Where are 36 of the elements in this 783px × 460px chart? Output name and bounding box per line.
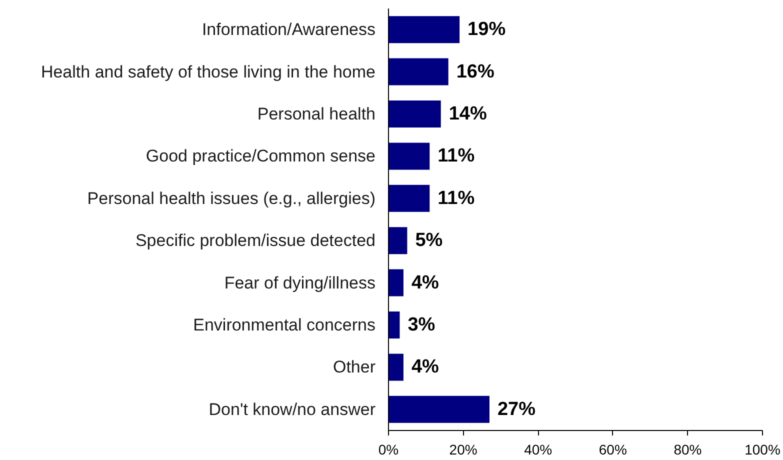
bar — [388, 354, 404, 381]
y-tick-label: Good practice/Common sense — [146, 146, 376, 166]
bar — [388, 184, 430, 212]
data-label: 11% — [438, 146, 475, 167]
x-tick-label: 40% — [524, 442, 552, 458]
bar — [388, 269, 404, 296]
x-tick-label: 100% — [744, 442, 780, 458]
bar — [388, 58, 448, 86]
y-tick-label: Other — [332, 358, 376, 377]
bar — [388, 100, 441, 128]
data-label: 16% — [456, 61, 494, 82]
bar — [388, 142, 430, 170]
y-tick-label: Specific problem/issue detected — [135, 231, 376, 250]
y-tick-label: Personal health — [257, 104, 376, 124]
data-label: 4% — [411, 272, 440, 294]
x-tick-label: 60% — [598, 442, 627, 458]
y-tick-label: Fear of dying/illness — [224, 273, 376, 292]
data-label: 14% — [448, 104, 487, 124]
y-tick-label: Health and safety of those living in the home — [40, 62, 376, 82]
y-tick-label: Personal health issues (e.g., allergies) — [87, 188, 376, 208]
data-label: 4% — [411, 356, 440, 378]
data-label: 19% — [468, 19, 506, 40]
data-label: 11% — [438, 188, 475, 209]
bar — [388, 396, 490, 423]
bar — [388, 227, 408, 254]
x-tick-label: 20% — [449, 442, 478, 458]
bar — [388, 311, 400, 339]
y-tick-label: Don't know/no answer — [208, 400, 376, 419]
y-tick-label: Information/Awareness — [202, 20, 376, 40]
data-label: 5% — [415, 230, 443, 252]
bar — [388, 16, 460, 44]
data-label: 3% — [408, 314, 436, 336]
x-tick-label: 0% — [378, 442, 399, 458]
x-tick-label: 80% — [674, 442, 702, 458]
y-tick-label: Environmental concerns — [193, 316, 376, 334]
data-label: 27% — [497, 398, 536, 420]
